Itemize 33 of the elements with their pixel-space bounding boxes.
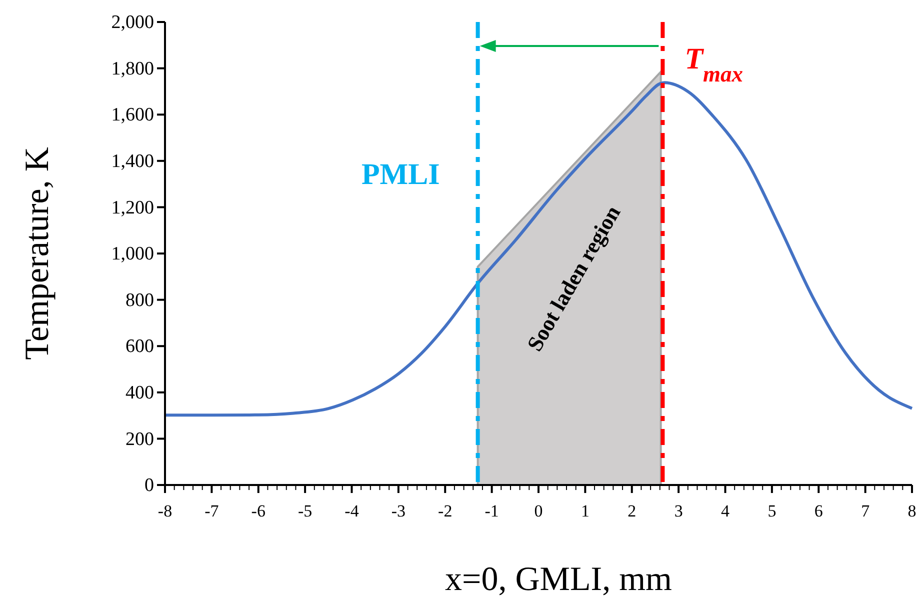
x-tick-label: -8 (158, 501, 172, 520)
y-tick-label: 1,200 (111, 197, 154, 218)
line-series (164, 81, 914, 417)
x-tick-label: -3 (391, 501, 406, 520)
y-tick-label: 0 (144, 475, 154, 496)
x-tick-label: 1 (580, 501, 590, 520)
y-tick-label: 200 (126, 428, 154, 450)
y-tick-label: 400 (126, 382, 154, 404)
y-tick-label: 1,800 (111, 58, 154, 80)
y-tick-label: 600 (126, 336, 154, 358)
y-tick-label: 1,600 (111, 104, 154, 126)
x-tick-label: -6 (251, 501, 266, 520)
x-tick-label: 4 (721, 501, 730, 520)
x-tick-label: 8 (908, 501, 916, 520)
ref-line-label: PMLI (361, 158, 440, 192)
x-tick-label: -2 (438, 501, 452, 520)
x-tick-label: 3 (674, 501, 683, 520)
y-axis-title: Temperature, K (19, 146, 56, 360)
x-tick-label: -1 (484, 501, 499, 520)
y-tick-label: 1,000 (111, 244, 154, 265)
x-tick-label: 6 (814, 501, 823, 520)
y-tick-label: 2,000 (111, 12, 154, 34)
ref-line-label: T$_{max}$ (684, 42, 744, 86)
x-tick-label: 7 (861, 501, 870, 520)
x-axis-title: x=0, GMLI, mm (445, 561, 672, 598)
x-tick-label: 5 (768, 501, 776, 520)
x-tick-label: 2 (628, 501, 636, 520)
y-tick-label: 1,400 (111, 150, 154, 172)
x-tick-label: 0 (534, 501, 543, 520)
x-tick-label: -7 (204, 501, 220, 520)
x-tick-label: -4 (344, 501, 360, 520)
y-tick-label: 800 (126, 290, 154, 311)
x-tick-label: -5 (298, 501, 312, 520)
